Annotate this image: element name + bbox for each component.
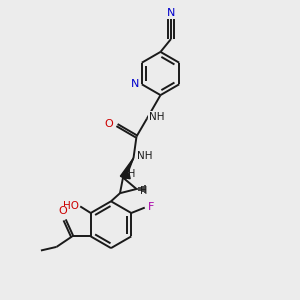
- Polygon shape: [123, 173, 130, 179]
- Text: O: O: [59, 206, 68, 217]
- Text: N: N: [131, 79, 140, 89]
- Text: H: H: [140, 185, 148, 196]
- Text: H: H: [128, 169, 135, 179]
- Text: N: N: [167, 8, 175, 19]
- Text: F: F: [148, 202, 154, 212]
- Text: NH: NH: [149, 112, 164, 122]
- Polygon shape: [120, 158, 134, 179]
- Text: O: O: [104, 118, 113, 129]
- Text: HO: HO: [63, 201, 79, 211]
- Text: NH: NH: [137, 151, 152, 161]
